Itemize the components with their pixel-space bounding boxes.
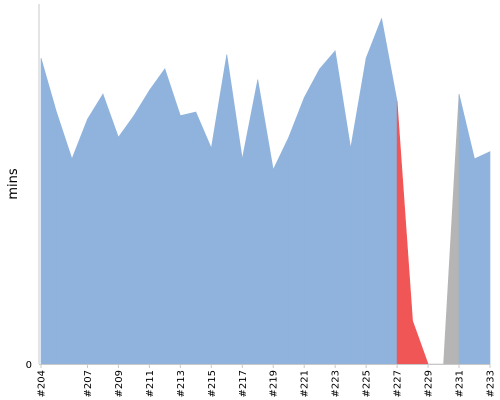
x-tick-label: #221 (300, 370, 311, 397)
area-segment-215 (195, 111, 212, 365)
area-segment-210 (118, 114, 135, 365)
x-tick-label: #211 (145, 370, 156, 397)
x-tick-label: #204 (37, 370, 48, 397)
area-segment-214 (180, 111, 197, 365)
area-series (40, 18, 491, 365)
area-segment-233 (474, 151, 491, 365)
area-segment-205 (40, 57, 57, 365)
area-segment-229 (412, 320, 429, 365)
area-segment-219 (257, 79, 274, 365)
x-tick-label: #215 (207, 370, 218, 397)
area-segment-231 (443, 93, 460, 365)
area-segment-221 (288, 97, 305, 365)
area-segment-208 (87, 92, 104, 365)
area-segment-218 (241, 79, 259, 365)
area-segment-216 (211, 54, 228, 365)
area-segment-206 (56, 111, 73, 365)
area-segment-228 (396, 101, 413, 365)
area-segment-217 (226, 54, 243, 365)
area-segment-225 (350, 57, 367, 365)
y-axis-title: mins (6, 168, 21, 200)
area-segment-220 (272, 137, 290, 365)
area-segment-222 (303, 68, 320, 365)
area-segment-213 (164, 68, 181, 365)
x-tick-label: #209 (114, 370, 125, 397)
area-segment-232 (458, 93, 475, 365)
area-segment-223 (319, 49, 336, 365)
area-segment-224 (334, 50, 351, 365)
x-tick-label: #227 (393, 370, 404, 397)
x-tick-label: #231 (455, 370, 466, 397)
x-tick-label: #223 (331, 370, 342, 397)
area-segment-212 (149, 67, 166, 365)
area-segment-211 (133, 89, 150, 365)
x-tick-label: #225 (362, 370, 373, 397)
x-axis-ticks: #204 #207 #209 #211 #213 #215 #217 #219 #221 #223… (37, 364, 497, 397)
x-tick-label: #233 (486, 370, 497, 397)
area-segment-227 (381, 18, 398, 365)
area-segment-207 (71, 119, 88, 365)
x-tick-label: #213 (176, 370, 187, 397)
y-axis-ticks: 0 (26, 360, 32, 371)
y-tick-label: 0 (26, 360, 32, 371)
area-segment-209 (102, 93, 119, 365)
area-segment-226 (365, 18, 382, 365)
x-tick-label: #217 (238, 370, 249, 397)
x-tick-label: #229 (424, 370, 435, 397)
x-tick-label: #207 (83, 370, 94, 397)
x-tick-label: #219 (269, 370, 280, 397)
